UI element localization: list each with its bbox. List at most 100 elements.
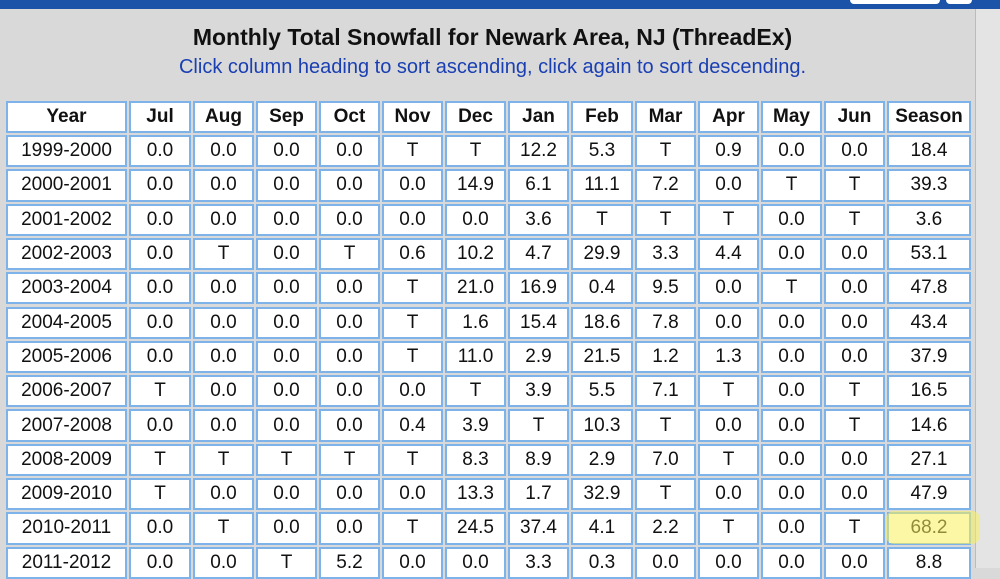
table-cell: 53.1 bbox=[887, 237, 971, 271]
table-cell: 1.2 bbox=[635, 340, 696, 374]
table-cell: 0.0 bbox=[129, 306, 191, 339]
table-cell: 0.0 bbox=[256, 169, 317, 202]
table-cell: 0.0 bbox=[256, 272, 317, 305]
table-cell: 29.9 bbox=[571, 237, 633, 271]
table-cell: 0.4 bbox=[571, 272, 633, 305]
column-header[interactable]: Oct bbox=[319, 101, 380, 133]
table-cell: T bbox=[382, 135, 443, 168]
column-header[interactable]: Year bbox=[6, 101, 127, 133]
table-cell: 2002-2003 bbox=[6, 237, 127, 271]
table-cell: 0.0 bbox=[129, 169, 191, 202]
table-cell: 0.0 bbox=[824, 478, 885, 511]
table-cell: 0.0 bbox=[193, 340, 254, 374]
table-cell: 0.0 bbox=[382, 546, 443, 579]
table-cell: 8.8 bbox=[887, 546, 971, 579]
table-cell: 2.9 bbox=[571, 443, 633, 476]
table-cell: T bbox=[382, 512, 443, 545]
table-cell: 4.4 bbox=[698, 237, 759, 271]
column-header[interactable]: Aug bbox=[193, 101, 254, 133]
table-cell: 0.0 bbox=[193, 272, 254, 305]
toolbar-button[interactable] bbox=[850, 0, 940, 4]
table-cell: 0.0 bbox=[761, 237, 822, 271]
column-header[interactable]: Jan bbox=[508, 101, 569, 133]
table-cell: 8.9 bbox=[508, 443, 569, 476]
table-cell: T bbox=[824, 409, 885, 442]
table-cell: 47.8 bbox=[887, 272, 971, 305]
column-header[interactable]: Mar bbox=[635, 101, 696, 133]
table-cell: T bbox=[382, 340, 443, 374]
table-cell: 2005-2006 bbox=[6, 340, 127, 374]
table-cell: 0.0 bbox=[319, 135, 380, 168]
table-cell: T bbox=[508, 409, 569, 442]
column-header[interactable]: May bbox=[761, 101, 822, 133]
table-cell: T bbox=[445, 375, 506, 408]
table-cell: 3.9 bbox=[508, 375, 569, 408]
column-header[interactable]: Feb bbox=[571, 101, 633, 133]
column-header[interactable]: Dec bbox=[445, 101, 506, 133]
table-cell: 18.4 bbox=[887, 135, 971, 168]
table-cell: 0.0 bbox=[256, 237, 317, 271]
table-cell: T bbox=[698, 203, 759, 236]
table-cell: 2010-2011 bbox=[6, 512, 127, 545]
table-cell: 0.0 bbox=[193, 169, 254, 202]
table-cell: 2006-2007 bbox=[6, 375, 127, 408]
table-cell: T bbox=[193, 443, 254, 476]
table-cell: 2007-2008 bbox=[6, 409, 127, 442]
table-cell: T bbox=[824, 512, 885, 545]
page-title: Monthly Total Snowfall for Newark Area, … bbox=[192, 24, 793, 50]
table-cell: 0.0 bbox=[256, 306, 317, 339]
table-cell: 0.0 bbox=[129, 546, 191, 579]
toolbar-button[interactable] bbox=[946, 0, 972, 4]
table-cell: 0.0 bbox=[256, 409, 317, 442]
table-cell: T bbox=[635, 409, 696, 442]
column-header[interactable]: Sep bbox=[256, 101, 317, 133]
top-bar bbox=[0, 0, 1000, 9]
table-cell: T bbox=[256, 546, 317, 579]
table-cell: 0.0 bbox=[129, 272, 191, 305]
table-cell: 0.0 bbox=[319, 272, 380, 305]
table-cell: 18.6 bbox=[571, 306, 633, 339]
table-cell: 7.8 bbox=[635, 306, 696, 339]
column-header[interactable]: Jul bbox=[129, 101, 191, 133]
table-cell: 0.0 bbox=[761, 409, 822, 442]
table-cell: 0.0 bbox=[256, 478, 317, 511]
table-cell: T bbox=[824, 375, 885, 408]
table-cell: T bbox=[319, 237, 380, 271]
table-cell: 4.1 bbox=[571, 512, 633, 545]
table-cell: 0.0 bbox=[445, 546, 506, 579]
table-cell: 0.0 bbox=[129, 203, 191, 236]
table-cell: 2.2 bbox=[635, 512, 696, 545]
column-header[interactable]: Nov bbox=[382, 101, 443, 133]
table-cell: 14.6 bbox=[887, 409, 971, 442]
table-cell: 3.3 bbox=[508, 546, 569, 579]
table-cell: T bbox=[698, 443, 759, 476]
column-header[interactable]: Jun bbox=[824, 101, 885, 133]
table-cell: T bbox=[193, 237, 254, 271]
table-cell: 2009-2010 bbox=[6, 478, 127, 511]
table-cell: T bbox=[319, 443, 380, 476]
table-cell: 0.0 bbox=[129, 340, 191, 374]
table-cell: 0.0 bbox=[256, 375, 317, 408]
column-header[interactable]: Season bbox=[887, 101, 971, 133]
table-cell: 2004-2005 bbox=[6, 306, 127, 339]
table-cell: 0.0 bbox=[824, 443, 885, 476]
table-cell: T bbox=[256, 443, 317, 476]
table-cell: 7.0 bbox=[635, 443, 696, 476]
table-cell: 0.0 bbox=[319, 340, 380, 374]
table-cell: T bbox=[761, 272, 822, 305]
table-cell: 0.0 bbox=[761, 478, 822, 511]
table-cell: 7.1 bbox=[635, 375, 696, 408]
table-cell: 0.0 bbox=[761, 135, 822, 168]
column-header[interactable]: Apr bbox=[698, 101, 759, 133]
table-cell: 0.0 bbox=[761, 306, 822, 339]
table-cell: 5.3 bbox=[571, 135, 633, 168]
table-cell: 0.0 bbox=[382, 375, 443, 408]
table-cell: 0.0 bbox=[698, 272, 759, 305]
table-cell: 37.4 bbox=[508, 512, 569, 545]
table-cell: 16.5 bbox=[887, 375, 971, 408]
table-cell: 47.9 bbox=[887, 478, 971, 511]
table-cell: T bbox=[129, 443, 191, 476]
table-cell: 0.0 bbox=[129, 512, 191, 545]
table-cell: 0.0 bbox=[129, 135, 191, 168]
table-cell: T bbox=[698, 375, 759, 408]
